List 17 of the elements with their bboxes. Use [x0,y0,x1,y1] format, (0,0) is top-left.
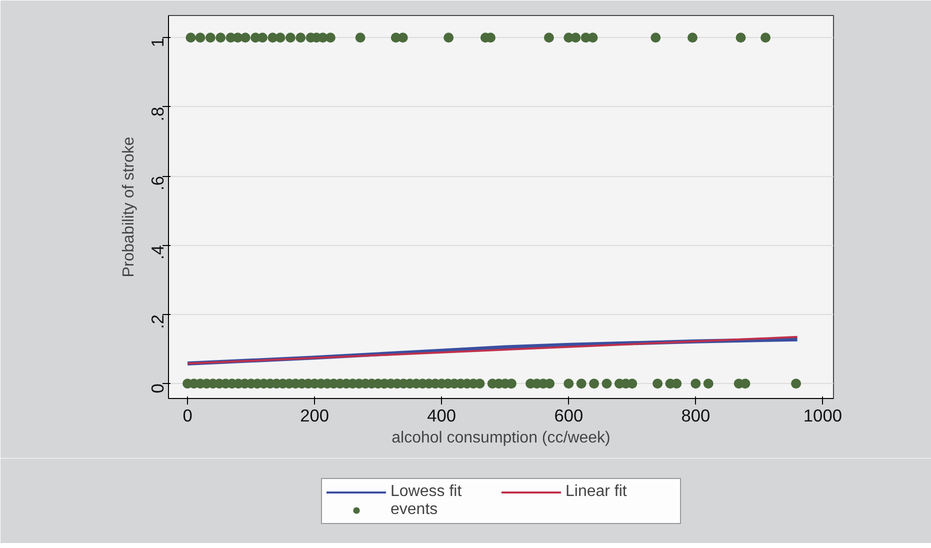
x-tick-label: 800 [681,406,710,426]
legend-label: Linear fit [566,482,628,500]
x-tick-label: 600 [554,406,584,426]
y-axis-title: Probability of stroke [120,136,138,278]
y-tick-label: .4 [148,244,168,260]
y-tick-label: .2 [148,314,168,329]
y-tick-label: .8 [148,106,168,122]
x-tick-label: 400 [427,406,456,426]
y-tick-label: .6 [148,176,168,190]
x-tick-label: 1000 [803,406,842,426]
y-tick-label: 0 [148,384,168,394]
legend-label: events [390,500,439,518]
x-tick-label: 200 [300,406,330,426]
x-tick-label: 0 [182,406,192,426]
y-tick-label: 1 [148,38,168,48]
legend-label: Lowess fit [390,482,463,500]
x-axis-title: alcohol consumption (cc/week) [392,430,610,446]
